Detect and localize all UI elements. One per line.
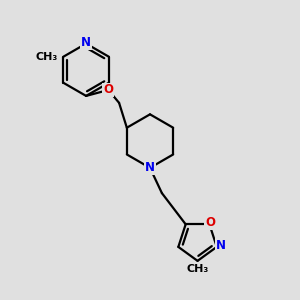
Text: N: N (145, 161, 155, 174)
Text: O: O (205, 216, 215, 229)
Text: N: N (81, 36, 91, 49)
Text: CH₃: CH₃ (186, 264, 209, 274)
Text: CH₃: CH₃ (36, 52, 58, 62)
Text: N: N (216, 239, 226, 252)
Text: O: O (103, 83, 113, 97)
